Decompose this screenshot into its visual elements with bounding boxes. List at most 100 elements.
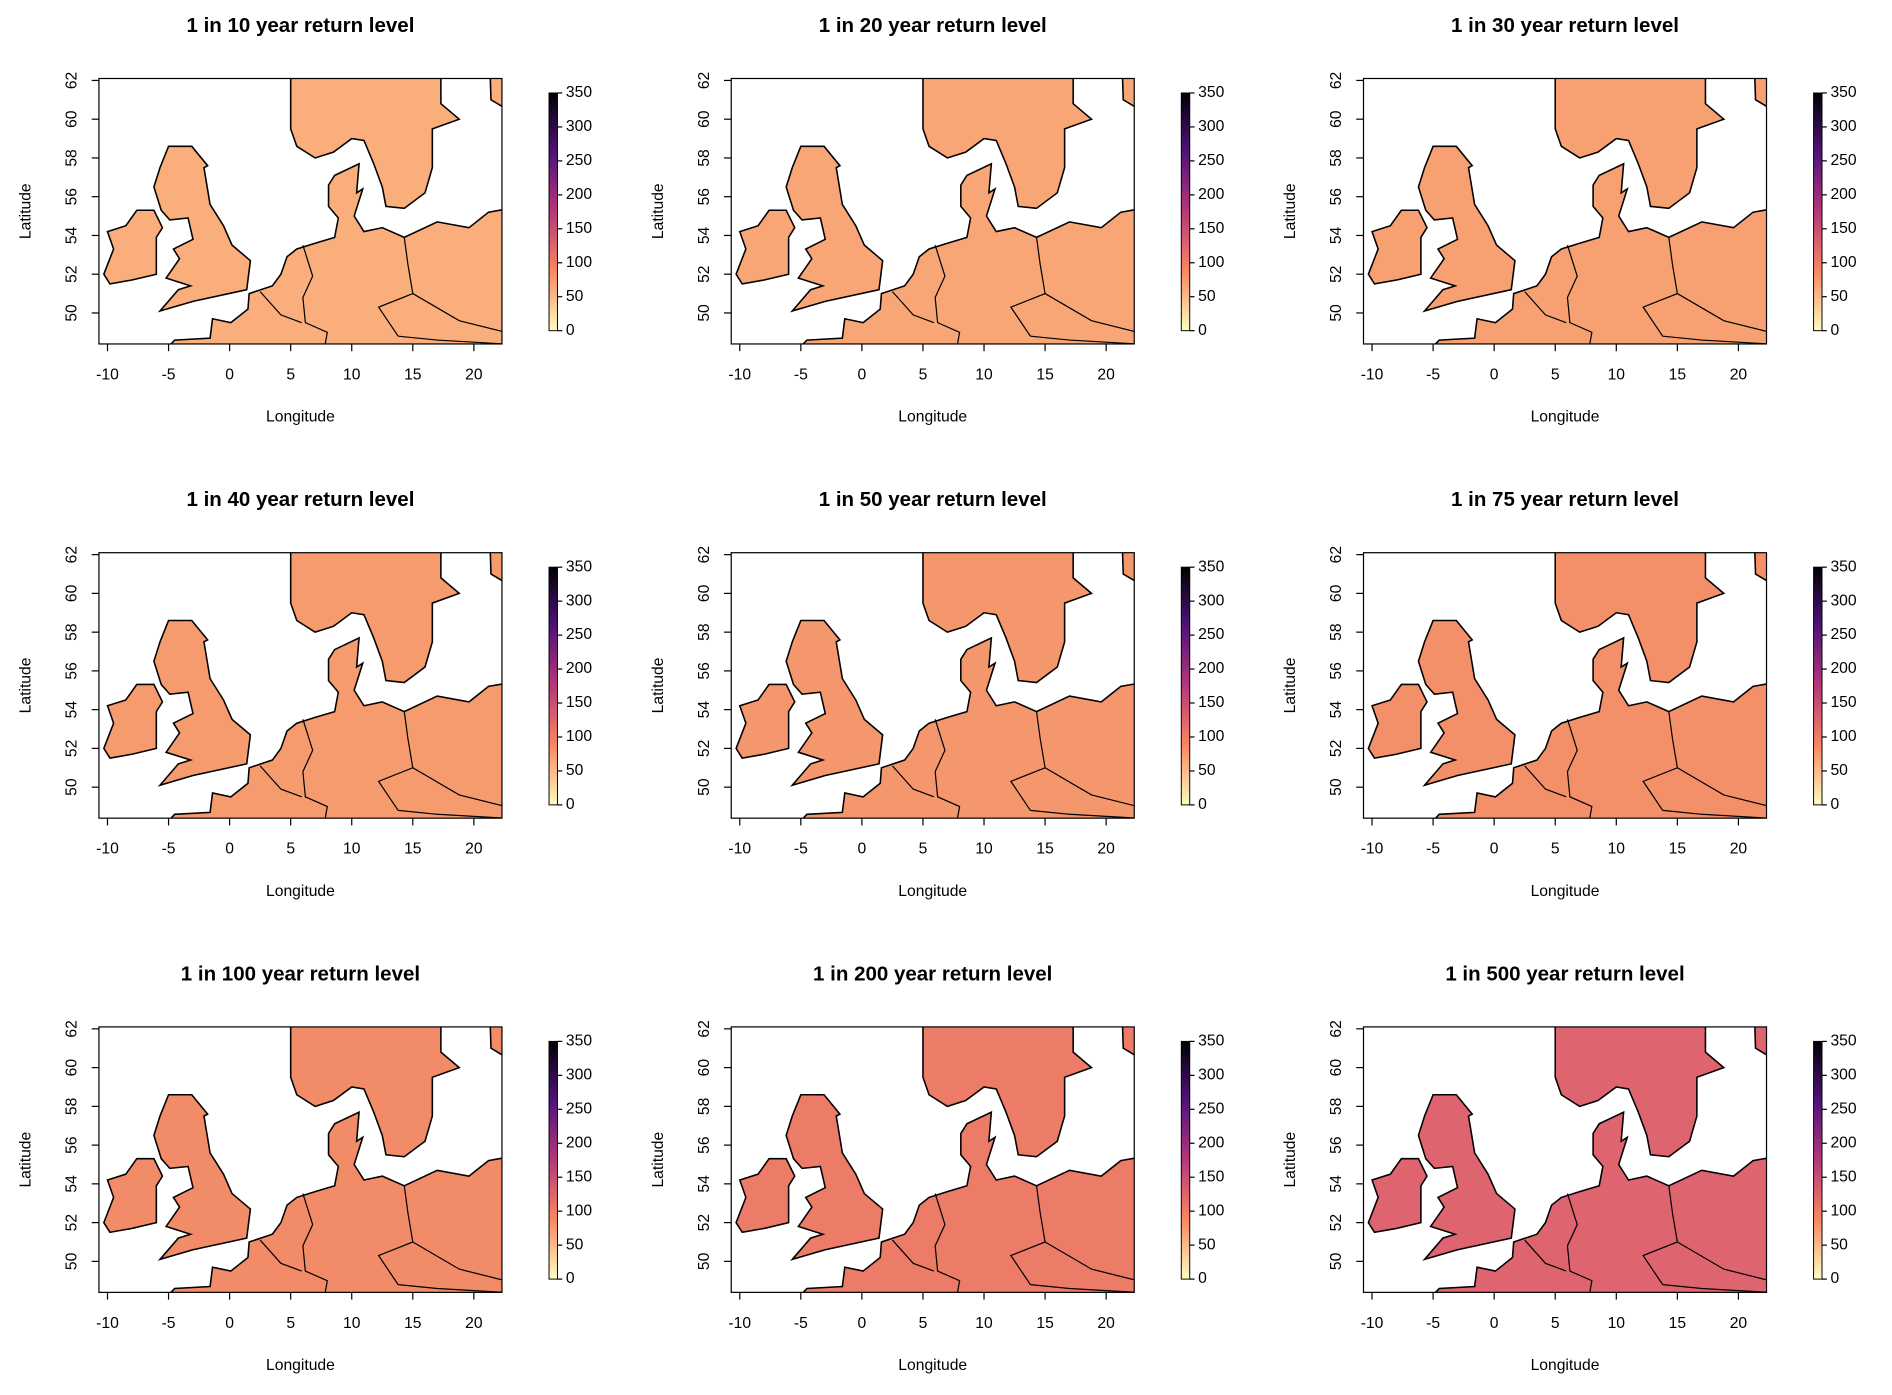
y-tick-label: 50 — [696, 304, 713, 322]
colorbar — [1180, 92, 1191, 332]
panel-title: 1 in 500 year return level — [1445, 962, 1684, 985]
x-tick-label: -10 — [96, 841, 119, 858]
land — [289, 1026, 461, 1158]
colorbar-tick-label: 0 — [1198, 1270, 1207, 1287]
border — [398, 809, 502, 819]
colorbar-tick-label: 0 — [1830, 796, 1839, 813]
border — [1524, 291, 1567, 324]
land — [1367, 209, 1428, 285]
colorbar — [1180, 566, 1191, 806]
x-tick-label: 0 — [858, 1315, 867, 1332]
y-tick-label: 52 — [64, 1214, 81, 1231]
colorbar-tick-label: 350 — [1198, 558, 1224, 575]
y-axis-label: Latitude — [650, 1131, 667, 1187]
land — [735, 683, 796, 759]
y-tick-label: 54 — [1328, 226, 1345, 244]
border — [259, 765, 302, 798]
x-tick-label: 10 — [1608, 366, 1626, 383]
x-tick-label: 10 — [1608, 841, 1626, 858]
land — [922, 78, 1094, 210]
land-layer — [1367, 78, 1767, 344]
panel-title: 1 in 75 year return level — [1451, 488, 1679, 511]
land — [802, 636, 1135, 819]
map-panel: 1 in 50 year return level -10 -5 0 5 10 15 20 50… — [650, 488, 1225, 900]
land-layer — [735, 552, 1135, 819]
land — [1434, 162, 1767, 344]
border — [412, 767, 502, 807]
plot-frame — [1362, 1026, 1768, 1293]
colorbar-tick-label: 50 — [1198, 288, 1216, 305]
plot-frame — [730, 552, 1135, 819]
x-axis-label: Longitude — [266, 409, 335, 426]
border — [1566, 244, 1593, 344]
colorbar — [548, 92, 558, 332]
y-tick-label: 60 — [696, 1059, 713, 1077]
border — [1044, 293, 1135, 333]
panel-title: 1 in 30 year return level — [1451, 14, 1679, 37]
x-tick-label: 20 — [465, 1315, 483, 1332]
x-tick-label: -5 — [162, 1315, 176, 1332]
border — [302, 719, 328, 819]
border — [302, 244, 328, 344]
y-tick-label: 54 — [696, 701, 713, 719]
land — [489, 1026, 502, 1056]
x-axis-label: Longitude — [1531, 409, 1600, 426]
border — [891, 765, 935, 798]
x-tick-label: 0 — [858, 841, 867, 858]
colorbar-tick-label: 0 — [566, 796, 575, 813]
colorbar-tick-label: 100 — [1830, 1202, 1856, 1219]
x-tick-label: 15 — [1036, 366, 1054, 383]
border — [1030, 1284, 1135, 1293]
x-tick-label: -5 — [162, 366, 176, 383]
colorbar-tick-label: 150 — [1198, 1168, 1224, 1185]
y-tick-label: 50 — [1328, 778, 1345, 796]
colorbar-tick-label: 350 — [1830, 84, 1856, 101]
border — [1009, 237, 1046, 337]
y-tick-label: 54 — [696, 1175, 713, 1193]
colorbar-tick-label: 150 — [1830, 220, 1856, 237]
colorbar-tick-label: 300 — [1830, 592, 1856, 609]
map-panel: 1 in 10 year return level -10 -5 0 5 10 15 20 50… — [18, 14, 593, 426]
y-tick-label: 56 — [1328, 188, 1345, 206]
y-tick-label: 54 — [1328, 1175, 1345, 1193]
x-tick-label: 5 — [1551, 841, 1560, 858]
colorbar-tick-label: 200 — [566, 186, 592, 203]
land — [1367, 1157, 1428, 1234]
x-tick-label: 5 — [1551, 1315, 1560, 1332]
y-tick-label: 58 — [1328, 149, 1345, 167]
land — [102, 1157, 164, 1234]
colorbar-tick-label: 250 — [1830, 626, 1856, 643]
border — [1030, 335, 1135, 344]
border — [891, 291, 935, 324]
colorbar — [1813, 92, 1823, 332]
y-tick-label: 52 — [1328, 265, 1345, 282]
land — [1417, 145, 1516, 313]
x-tick-label: 15 — [1669, 841, 1687, 858]
y-tick-label: 62 — [696, 72, 713, 89]
land — [785, 619, 884, 787]
y-tick-label: 52 — [696, 265, 713, 282]
land — [1417, 619, 1516, 787]
land — [102, 683, 164, 759]
colorbar-tick-label: 150 — [1198, 694, 1224, 711]
x-tick-label: 15 — [404, 366, 422, 383]
x-tick-label: 5 — [919, 1315, 928, 1332]
colorbar-tick-label: 350 — [1198, 1033, 1224, 1050]
y-tick-label: 56 — [1328, 662, 1345, 680]
panel-title: 1 in 40 year return level — [186, 488, 414, 511]
map-panel: 1 in 75 year return level -10 -5 0 5 10 15 20 50… — [1282, 488, 1857, 900]
colorbar — [548, 1040, 558, 1280]
colorbar-tick-label: 150 — [566, 1168, 592, 1185]
border — [1642, 237, 1679, 337]
x-axis-label: Longitude — [898, 409, 967, 426]
border — [1662, 335, 1767, 344]
colorbar-tick-label: 250 — [1830, 1100, 1856, 1117]
colorbar-tick-label: 50 — [1830, 288, 1848, 305]
x-tick-label: -5 — [1426, 1315, 1440, 1332]
y-tick-label: 60 — [1328, 110, 1345, 128]
x-tick-label: -10 — [728, 841, 751, 858]
colorbar-tick-label: 0 — [566, 1270, 575, 1287]
x-tick-label: -10 — [96, 366, 119, 383]
colorbar-tick-label: 300 — [1830, 1066, 1856, 1083]
x-tick-label: 20 — [1097, 366, 1115, 383]
